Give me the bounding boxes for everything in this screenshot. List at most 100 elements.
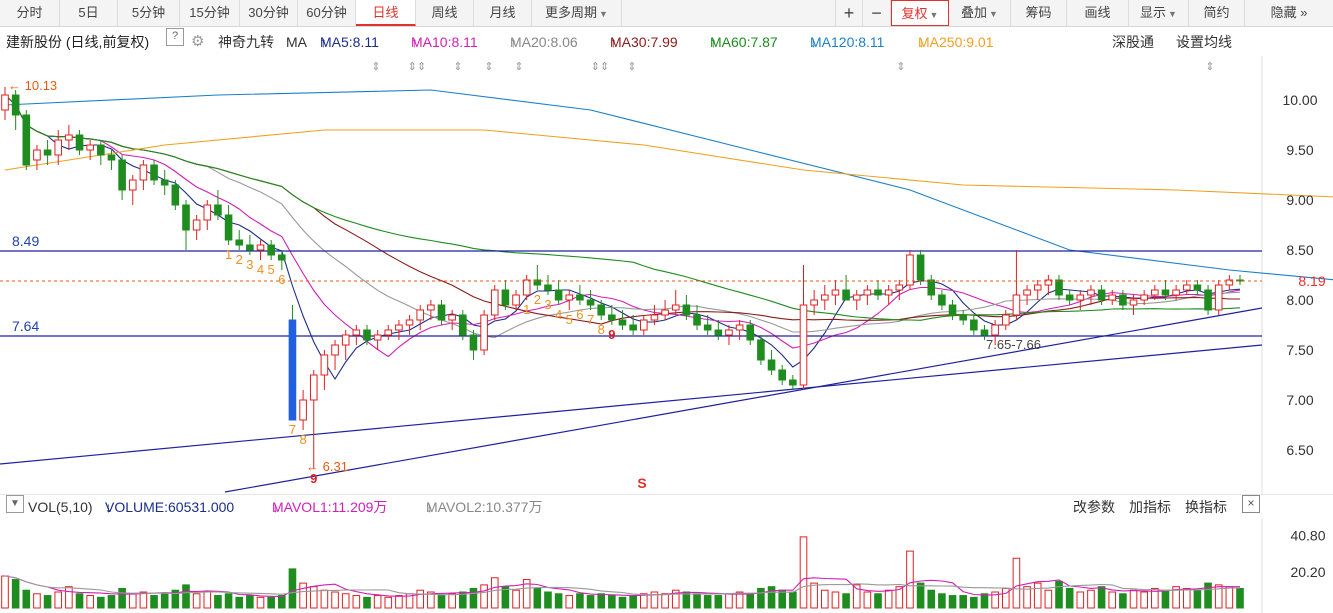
hide-button[interactable]: 隐藏 » bbox=[1245, 0, 1333, 26]
ma-header: 建新股份 (日线,前复权) ? ⚙ 神奇九转 MA MA5:8.11 ↑ MA10… bbox=[0, 28, 1333, 56]
tab-5day[interactable]: 5日 bbox=[60, 0, 118, 26]
tab-5min[interactable]: 5分钟 bbox=[118, 0, 180, 26]
gear-icon[interactable]: ⚙ bbox=[191, 33, 205, 50]
event-mark: ⇕ bbox=[896, 61, 905, 73]
volume-bar bbox=[416, 589, 425, 609]
volume-bar bbox=[65, 586, 73, 609]
candle-body bbox=[65, 134, 73, 141]
tab-15min[interactable]: 15分钟 bbox=[180, 0, 240, 26]
volume-bar bbox=[725, 593, 733, 609]
volume-bar bbox=[171, 589, 180, 609]
tab-60min[interactable]: 60分钟 bbox=[298, 0, 356, 26]
chips-button[interactable]: 筹码 bbox=[1011, 0, 1067, 26]
candle-body bbox=[1172, 289, 1180, 296]
overlay-button[interactable]: 叠加 ▼ bbox=[949, 0, 1011, 26]
candle-body bbox=[118, 159, 126, 191]
volume-bar bbox=[938, 593, 946, 609]
volume-bar bbox=[1182, 587, 1191, 609]
volume-bar bbox=[597, 593, 606, 609]
ma-label: MA bbox=[286, 34, 307, 50]
volume-bar bbox=[1097, 586, 1106, 609]
candle-body bbox=[927, 279, 936, 296]
volume-bar bbox=[288, 568, 297, 609]
candle-body bbox=[608, 314, 616, 321]
candlesticks bbox=[1, 87, 1244, 469]
switch-indicator-button[interactable]: 换指标 bbox=[1185, 499, 1227, 515]
candle-body bbox=[1214, 284, 1223, 311]
nine-turn-label[interactable]: 神奇九转 bbox=[218, 34, 274, 50]
candle-body bbox=[980, 329, 989, 336]
candle-body bbox=[554, 289, 563, 301]
candle-body bbox=[299, 399, 307, 421]
candle-body bbox=[703, 324, 712, 331]
event-mark: ⇕ bbox=[484, 61, 493, 73]
volume-bar bbox=[639, 593, 648, 609]
tab-fenshi[interactable]: 分时 bbox=[0, 0, 60, 26]
volume-bar bbox=[480, 584, 488, 609]
volume-bar bbox=[916, 582, 925, 609]
adjust-button[interactable]: 复权 ▼ bbox=[891, 0, 949, 26]
volume-bar bbox=[650, 591, 659, 609]
candle-body bbox=[97, 144, 105, 156]
candle-body bbox=[160, 179, 169, 186]
zoom-in-button[interactable]: + bbox=[835, 0, 863, 26]
volume-bar bbox=[789, 591, 797, 609]
candle-body bbox=[288, 319, 297, 421]
volume-bar bbox=[501, 586, 510, 609]
candle-body bbox=[214, 204, 222, 216]
event-mark: ⇕ bbox=[371, 61, 380, 73]
nine-turn-digit: 1 bbox=[523, 302, 530, 317]
volume-bars bbox=[1, 536, 1244, 609]
volume-bar bbox=[309, 586, 318, 609]
edit-params-button[interactable]: 改参数 bbox=[1073, 499, 1115, 515]
volume-bar bbox=[267, 596, 275, 609]
event-mark: ⇕ bbox=[453, 61, 462, 73]
volume-bar bbox=[512, 589, 520, 609]
volume-bar bbox=[576, 593, 584, 609]
price-chart[interactable]: 8.49 7.64 10.00 9.50 9.00 8.50 8.00 7.50 7.00 6.… bbox=[0, 56, 1333, 494]
candle-body bbox=[1129, 299, 1138, 306]
volume-bar bbox=[299, 582, 307, 609]
nine-turn-digit: 4 bbox=[555, 307, 562, 322]
draw-button[interactable]: 画线 bbox=[1067, 0, 1129, 26]
display-label: 显示 bbox=[1140, 5, 1167, 20]
volume-bar bbox=[384, 596, 393, 609]
candle-body bbox=[789, 379, 797, 386]
volume-bar bbox=[1108, 591, 1117, 609]
volume-bar bbox=[54, 591, 63, 609]
tab-30min[interactable]: 30分钟 bbox=[240, 0, 298, 26]
hk-connect-link[interactable]: 深股通 bbox=[1112, 34, 1154, 50]
trend-line-lower bbox=[0, 344, 1263, 465]
tab-daily[interactable]: 日线 bbox=[356, 0, 416, 26]
tab-more-periods[interactable]: 更多周期 ▼ bbox=[532, 0, 622, 26]
volume-bar bbox=[43, 595, 52, 609]
candle-body bbox=[916, 254, 925, 281]
volume-bar bbox=[948, 595, 957, 609]
tab-weekly[interactable]: 周线 bbox=[416, 0, 474, 26]
candle-body bbox=[959, 314, 967, 321]
candle-body bbox=[906, 254, 914, 286]
volume-bar bbox=[363, 596, 371, 609]
hide-label: 隐藏 bbox=[1270, 5, 1297, 20]
add-indicator-button[interactable]: 加指标 bbox=[1129, 499, 1171, 515]
volume-bar bbox=[767, 586, 776, 609]
volume-bar bbox=[128, 593, 137, 609]
candle-body bbox=[235, 239, 244, 246]
simple-button[interactable]: 简约 bbox=[1189, 0, 1245, 26]
volume-chart[interactable]: 40.80 20.20 bbox=[0, 518, 1333, 613]
candle-body bbox=[842, 289, 850, 301]
nine-turn-digit: 3 bbox=[544, 297, 551, 312]
low-price-label: ← 6.31 bbox=[306, 459, 348, 474]
mavol1-line bbox=[4, 575, 1240, 598]
candle-body bbox=[256, 244, 265, 251]
candle-body bbox=[1108, 294, 1117, 301]
candle-body bbox=[1087, 289, 1095, 296]
candle-body bbox=[1076, 294, 1085, 301]
volume-bar bbox=[331, 591, 339, 609]
candle-body bbox=[352, 329, 361, 336]
price-tick-label: 6.50 bbox=[1286, 442, 1313, 458]
zoom-out-button[interactable]: − bbox=[863, 0, 891, 26]
volume-bar bbox=[246, 595, 254, 609]
display-button[interactable]: 显示 ▼ bbox=[1129, 0, 1189, 26]
tab-monthly[interactable]: 月线 bbox=[474, 0, 532, 26]
